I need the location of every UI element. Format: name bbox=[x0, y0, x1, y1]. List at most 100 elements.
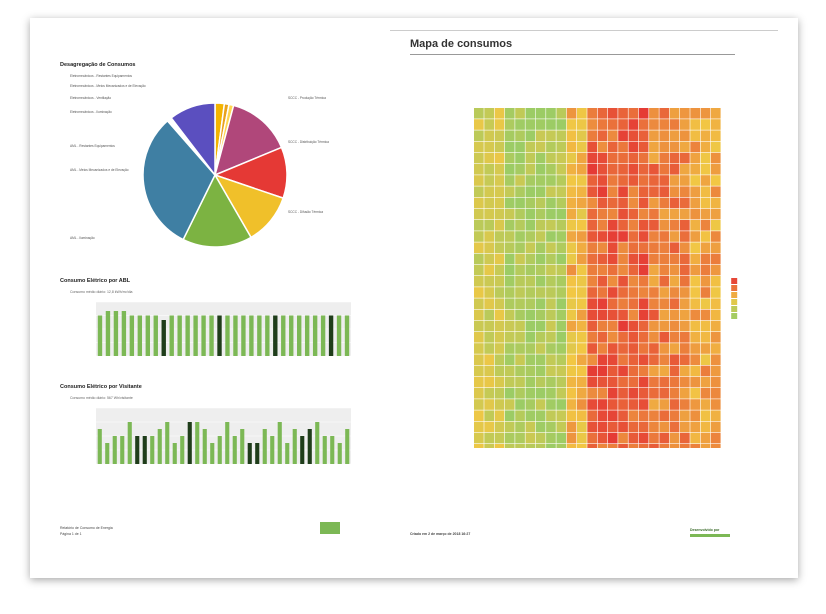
heat-cell bbox=[577, 152, 587, 164]
heat-cell bbox=[474, 276, 484, 287]
heat-cell bbox=[504, 298, 515, 309]
heat-cell bbox=[618, 130, 628, 141]
heat-cell bbox=[546, 287, 556, 298]
heat-cell bbox=[607, 108, 618, 119]
bar1-title: Consumo Elétrico por ABL bbox=[60, 278, 131, 284]
heat-cell bbox=[566, 332, 577, 343]
heat-cell bbox=[710, 399, 721, 410]
heat-cell bbox=[649, 365, 659, 377]
heat-cell bbox=[535, 343, 546, 354]
bar1-subtitle: Consumo médio diário: 12,8 kWh/m²/dia bbox=[70, 290, 133, 294]
heat-cell bbox=[566, 421, 577, 433]
pie-label: Eletromecânicos - Meios Mecanizados e de… bbox=[70, 84, 146, 88]
heat-cell bbox=[607, 376, 618, 388]
heat-cell bbox=[649, 164, 659, 175]
heat-cell bbox=[669, 242, 680, 253]
heat-cell bbox=[515, 208, 525, 220]
bar bbox=[257, 315, 262, 356]
heat-cell bbox=[474, 421, 484, 433]
heat-cell bbox=[474, 231, 484, 242]
heat-cell bbox=[710, 108, 721, 119]
heat-cell bbox=[649, 388, 659, 399]
bar bbox=[315, 422, 320, 464]
heat-cell bbox=[587, 242, 597, 253]
bar bbox=[113, 311, 119, 356]
heat-cell bbox=[638, 332, 649, 343]
pie-slice bbox=[142, 119, 216, 241]
heat-cell bbox=[474, 343, 484, 354]
heat-cell bbox=[700, 242, 711, 253]
heat-cell bbox=[680, 298, 690, 309]
heat-cell bbox=[546, 141, 556, 153]
brand-logo bbox=[320, 522, 340, 534]
heat-cell bbox=[710, 175, 721, 186]
heat-cell bbox=[515, 119, 525, 130]
heat-cell bbox=[484, 119, 494, 130]
heat-cell bbox=[659, 287, 670, 298]
heat-cell bbox=[484, 444, 494, 448]
heat-cell bbox=[618, 253, 628, 265]
heat-cell bbox=[587, 130, 597, 141]
heat-cell bbox=[690, 276, 700, 287]
heat-cell bbox=[597, 298, 608, 309]
heat-cell bbox=[618, 119, 628, 130]
heat-cell bbox=[710, 264, 721, 276]
heat-cell bbox=[628, 175, 639, 186]
heat-cell bbox=[700, 264, 711, 276]
heat-cell bbox=[525, 197, 536, 209]
heat-cell bbox=[515, 354, 525, 365]
bar bbox=[105, 311, 111, 356]
heat-cell bbox=[566, 444, 577, 448]
heat-cell bbox=[556, 141, 567, 153]
heat-cell bbox=[504, 365, 515, 377]
heat-cell bbox=[474, 432, 484, 444]
heat-cell bbox=[484, 287, 494, 298]
heat-cell bbox=[504, 399, 515, 410]
heat-cell bbox=[515, 242, 525, 253]
heat-cell bbox=[710, 242, 721, 253]
heat-cell bbox=[680, 444, 690, 448]
heat-cell bbox=[546, 388, 556, 399]
bar bbox=[292, 429, 297, 464]
heat-cell bbox=[535, 332, 546, 343]
heat-cell bbox=[474, 197, 484, 209]
heat-cell bbox=[484, 309, 494, 321]
heat-cell bbox=[556, 298, 567, 309]
bar bbox=[209, 315, 214, 356]
heat-cell bbox=[504, 332, 515, 343]
heat-cell bbox=[597, 343, 608, 354]
heat-cell bbox=[546, 421, 556, 433]
heat-cell bbox=[700, 421, 711, 433]
heat-cell bbox=[556, 354, 567, 365]
heat-cell bbox=[659, 432, 670, 444]
heat-cell bbox=[566, 220, 577, 231]
heat-cell bbox=[494, 388, 505, 399]
heat-cell bbox=[700, 332, 711, 343]
heat-cell bbox=[494, 432, 505, 444]
heat-cell bbox=[525, 365, 536, 377]
heat-cell bbox=[535, 175, 546, 186]
heat-cell bbox=[618, 444, 628, 448]
pie-label: AML - Meios Mecanizados e de Elevação bbox=[70, 168, 129, 172]
heat-cell bbox=[515, 410, 525, 421]
heat-cell bbox=[690, 432, 700, 444]
heat-cell bbox=[638, 141, 649, 153]
heat-cell bbox=[494, 444, 505, 448]
heat-cell bbox=[649, 242, 659, 253]
heat-cell bbox=[504, 164, 515, 175]
heat-cell bbox=[484, 220, 494, 231]
heat-cell bbox=[566, 197, 577, 209]
heat-cell bbox=[577, 376, 587, 388]
bar bbox=[121, 311, 127, 356]
heat-cell bbox=[638, 298, 649, 309]
bar bbox=[129, 315, 135, 356]
heat-cell bbox=[700, 197, 711, 209]
heat-cell bbox=[525, 343, 536, 354]
heat-cell bbox=[535, 399, 546, 410]
heat-cell bbox=[710, 343, 721, 354]
heat-cell bbox=[618, 186, 628, 197]
heatmap bbox=[474, 108, 738, 448]
heat-cell bbox=[607, 410, 618, 421]
heat-cell bbox=[669, 141, 680, 153]
heat-cell bbox=[494, 298, 505, 309]
